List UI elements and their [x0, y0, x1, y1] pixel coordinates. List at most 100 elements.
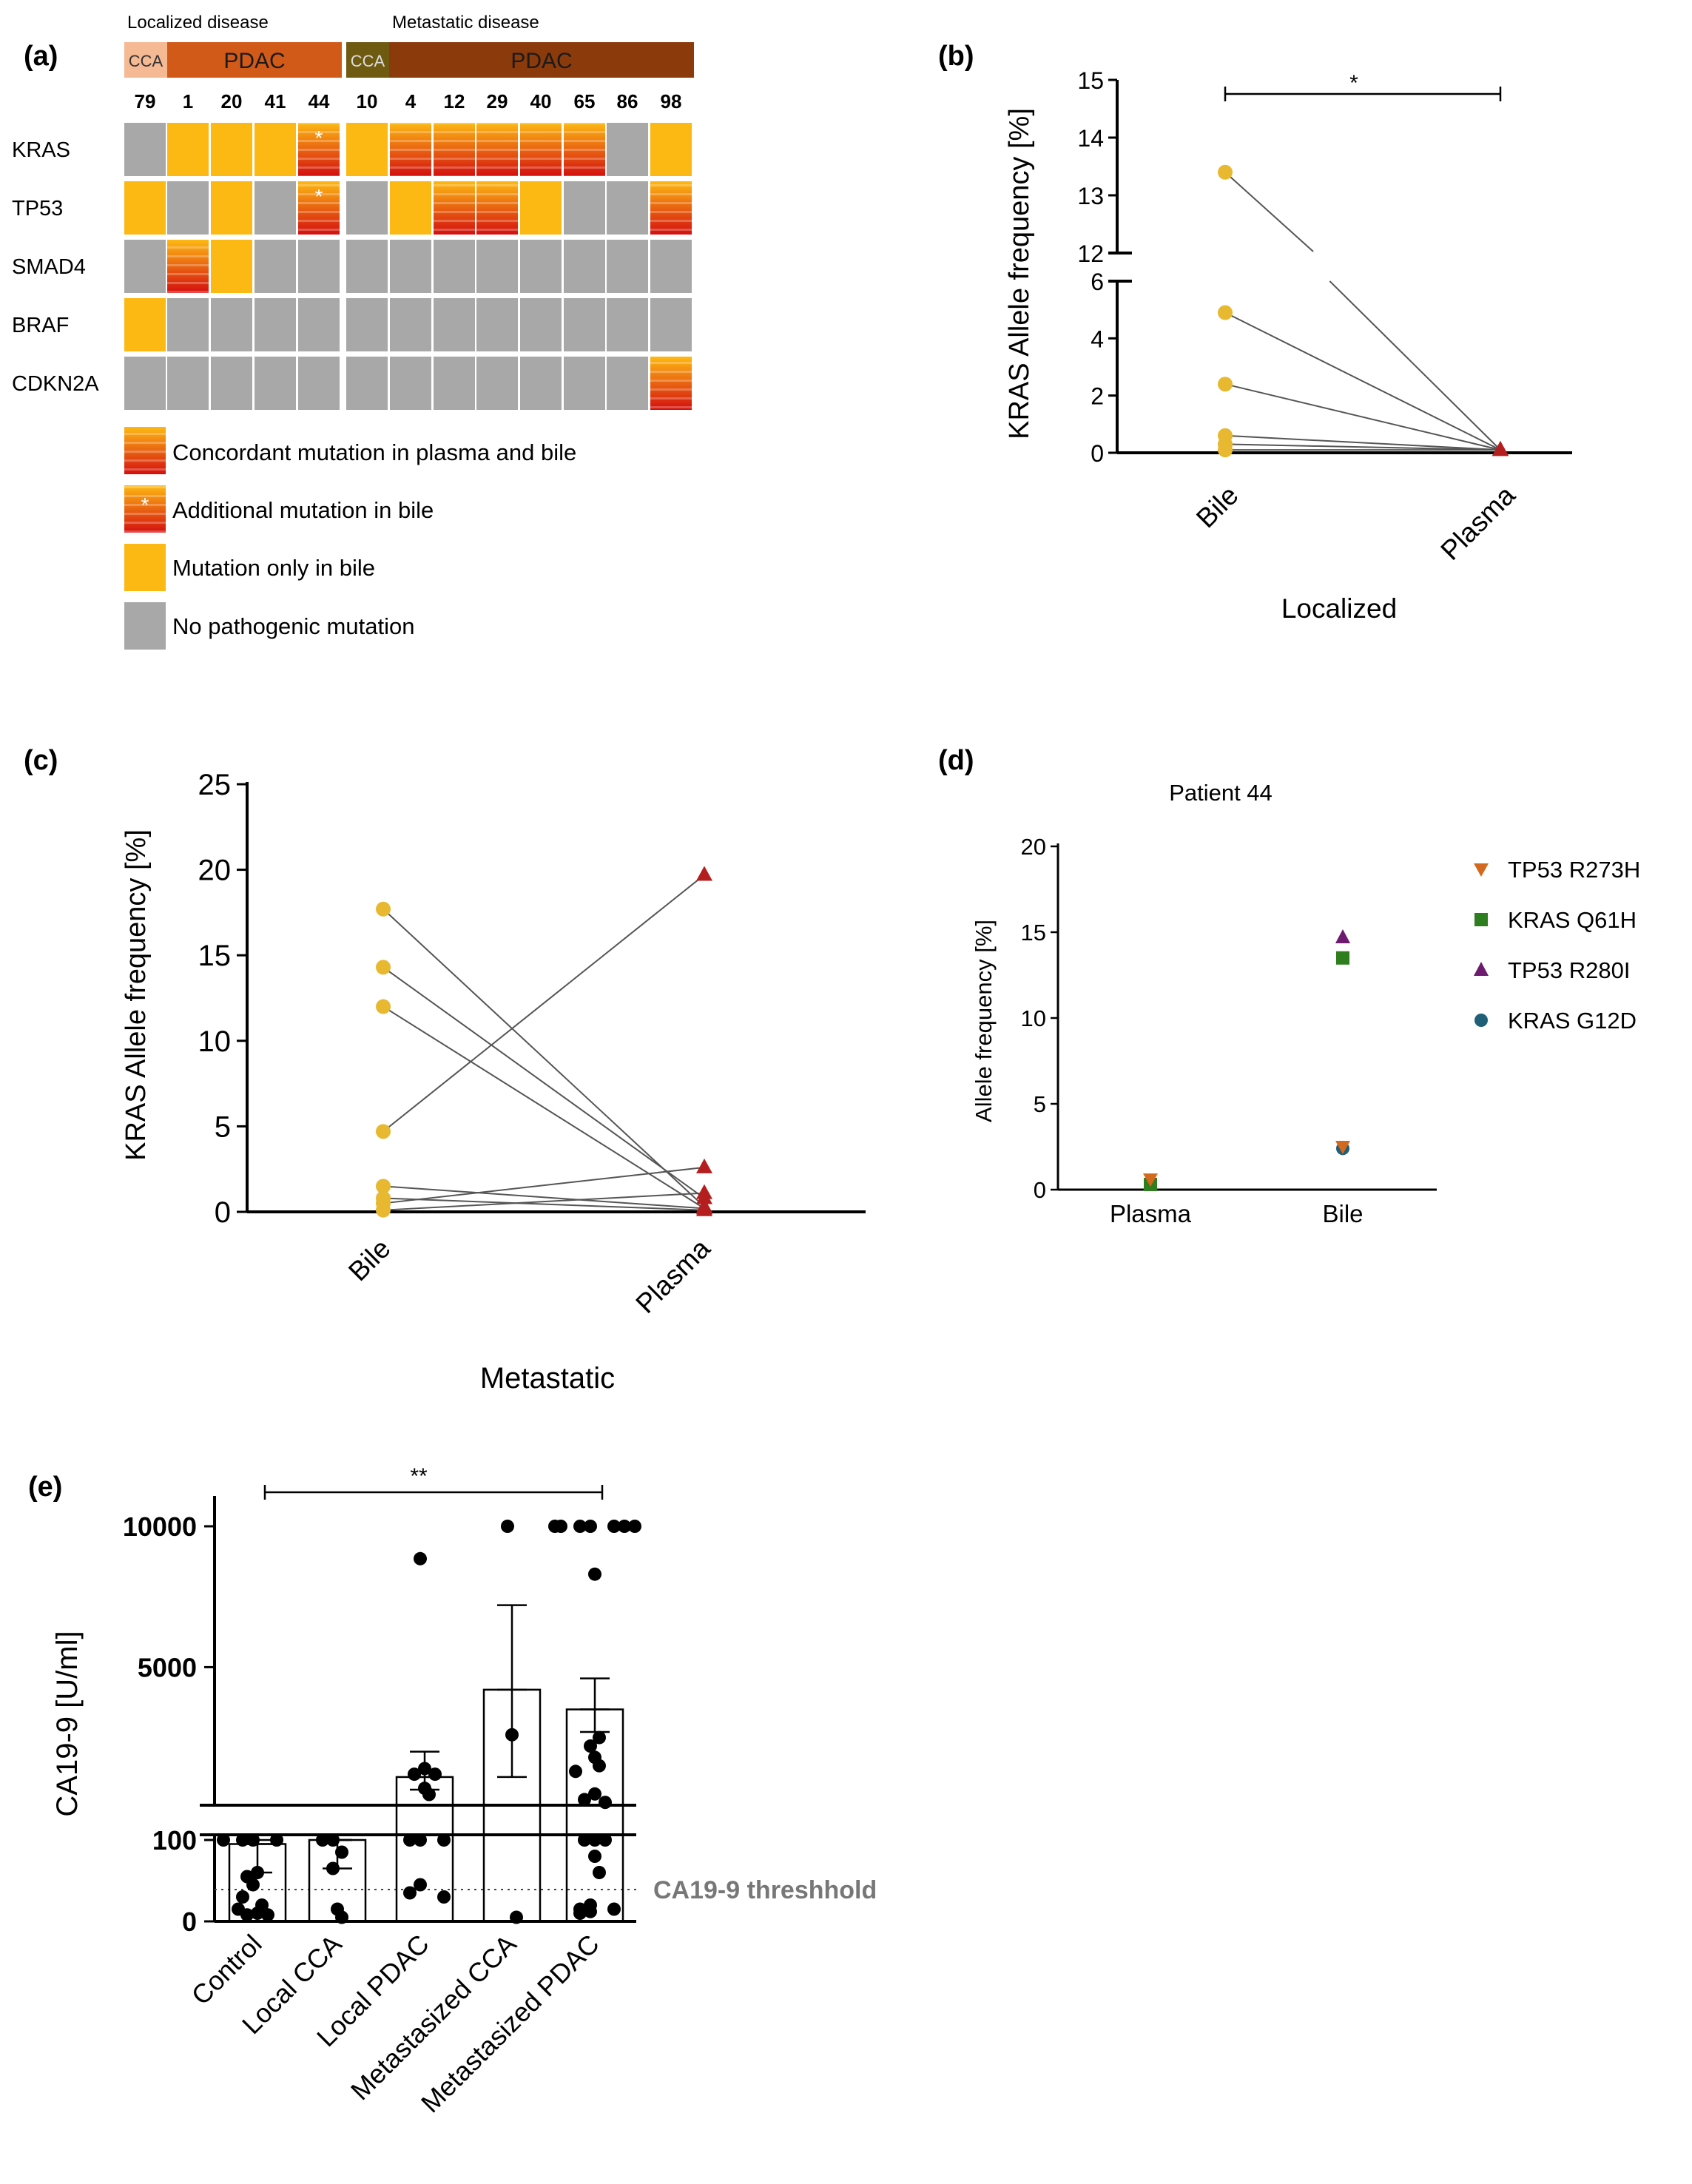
e-point-0-4: [251, 1866, 264, 1879]
c-tick-label-15: 15: [198, 940, 232, 972]
cell-cdkn2a-4: [390, 357, 431, 410]
b-tick-label-14: 14: [1077, 125, 1104, 152]
bar-cca-local-label: CCA: [129, 52, 164, 70]
e-point-4-15: [599, 1796, 612, 1810]
c-point-plasma-7: [696, 1184, 712, 1199]
cell-cdkn2a-1: [167, 357, 209, 410]
c-paired-points: [376, 866, 712, 1218]
cell-tp53-1: [167, 181, 209, 235]
cell-kras-86: [607, 123, 648, 176]
cell-kras-4-stripes: [390, 123, 431, 176]
legend-label-none: No pathogenic mutation: [172, 613, 414, 639]
cell-smad4-29: [476, 240, 518, 293]
e-point-4-24: [584, 1904, 597, 1918]
gene-label-braf: BRAF: [12, 314, 69, 337]
b-tick-label-6: 6: [1091, 269, 1104, 295]
cell-smad4-86: [607, 240, 648, 293]
patient-id-79: 79: [135, 90, 156, 112]
cell-cdkn2a-44: [298, 357, 340, 410]
b-point-plasma-5: [1492, 441, 1509, 456]
e-point-0-6: [246, 1878, 260, 1892]
patient-id-4: 4: [405, 90, 417, 112]
cell-cdkn2a-10: [346, 357, 388, 410]
c-cat-bile: Bile: [343, 1233, 397, 1287]
d-point-0-1: [1335, 1141, 1350, 1154]
e-point-4-6: [628, 1520, 641, 1533]
panel-b: (b) 0 2 4 612 13 14 15 KRAS Allele frequency […: [938, 41, 1572, 624]
b-line-0-a: [1224, 172, 1314, 252]
bar-pdac-local-label: PDAC: [223, 49, 285, 73]
b-ylabel: KRAS Allele frequency [%]: [1004, 108, 1035, 439]
e-point-1-5: [335, 1910, 348, 1924]
e-point-4-18: [599, 1833, 612, 1847]
cell-braf-41: [255, 298, 296, 351]
e-point-4-9: [584, 1739, 597, 1753]
bar-cca-meta-label: CCA: [351, 52, 385, 70]
d-tick-label-5: 5: [1034, 1091, 1046, 1117]
e-point-3-2: [510, 1910, 523, 1924]
cell-tp53-79: [124, 181, 166, 235]
c-line-6: [382, 1166, 705, 1204]
d-ylabel: Allele frequency [%]: [971, 920, 997, 1122]
patient-id-10: 10: [357, 90, 378, 112]
b-line-0-b: [1329, 280, 1501, 451]
patient-id-41: 41: [265, 90, 286, 112]
c-point-bile-1: [376, 960, 391, 975]
e-point-4-1: [573, 1520, 587, 1533]
b-xlabel: Localized: [1281, 593, 1397, 624]
b-tick-label-4: 4: [1091, 326, 1104, 352]
cell-cdkn2a-65: [564, 357, 605, 410]
c-line-3: [382, 874, 705, 1133]
e-point-1-0: [326, 1833, 340, 1847]
c-line-1: [382, 966, 705, 1199]
d-tick-label-0: 0: [1034, 1177, 1046, 1203]
cell-cdkn2a-20: [211, 357, 252, 410]
bar-pdac-meta-label: PDAC: [510, 49, 572, 73]
e-point-4-13: [588, 1787, 601, 1801]
d-legend-label-3: KRAS G12D: [1508, 1008, 1637, 1034]
cell-smad4-41: [255, 240, 296, 293]
e-point-4-5: [548, 1520, 562, 1533]
e-ylabel: CA19-9 [U/ml]: [51, 1631, 84, 1816]
b-sig-star: *: [1349, 71, 1358, 95]
cell-braf-40: [520, 298, 562, 351]
cell-smad4-79: [124, 240, 166, 293]
e-point-0-11: [240, 1908, 254, 1922]
cell-smad4-98: [650, 240, 692, 293]
legend-swatch-concordant-stripes: [124, 427, 166, 474]
d-points: [1143, 928, 1350, 1192]
e-point-4-16: [588, 1833, 601, 1847]
c-point-bile-2: [376, 999, 391, 1014]
cell-braf-4: [390, 298, 431, 351]
cell-kras-44-star: *: [315, 127, 323, 149]
c-point-plasma-3: [696, 866, 712, 881]
d-legend-label-0: TP53 R273H: [1508, 857, 1640, 883]
cell-braf-20: [211, 298, 252, 351]
heatmap-legend: Concordant mutation in plasma and bile *…: [124, 427, 576, 650]
d-title: Patient 44: [1169, 780, 1273, 806]
e-point-4-2: [607, 1520, 621, 1533]
cell-tp53-98-stripes: [650, 181, 692, 235]
e-point-4-12: [569, 1765, 582, 1779]
panel-a: (a) Localized disease Metastatic disease…: [12, 13, 694, 650]
e-point-4-25: [573, 1907, 587, 1920]
e-point-1-3: [326, 1861, 340, 1875]
panel-d-label: (d): [938, 745, 974, 776]
patient-id-20: 20: [221, 90, 243, 112]
e-point-2-0: [414, 1551, 427, 1565]
panel-a-label: (a): [24, 41, 58, 72]
cell-tp53-40: [520, 181, 562, 235]
e-point-2-9: [414, 1878, 427, 1892]
d-tick-label-20: 20: [1021, 834, 1046, 860]
c-tick-label-20: 20: [198, 855, 232, 887]
patient-id-65: 65: [574, 90, 596, 112]
cell-braf-29: [476, 298, 518, 351]
e-point-1-1: [316, 1833, 329, 1847]
c-point-plasma-5: [696, 1201, 712, 1216]
c-line-2: [382, 1005, 705, 1210]
cell-cdkn2a-40: [520, 357, 562, 410]
e-point-4-4: [618, 1520, 631, 1533]
e-point-0-7: [236, 1890, 249, 1904]
c-point-bile-4: [376, 1179, 391, 1194]
